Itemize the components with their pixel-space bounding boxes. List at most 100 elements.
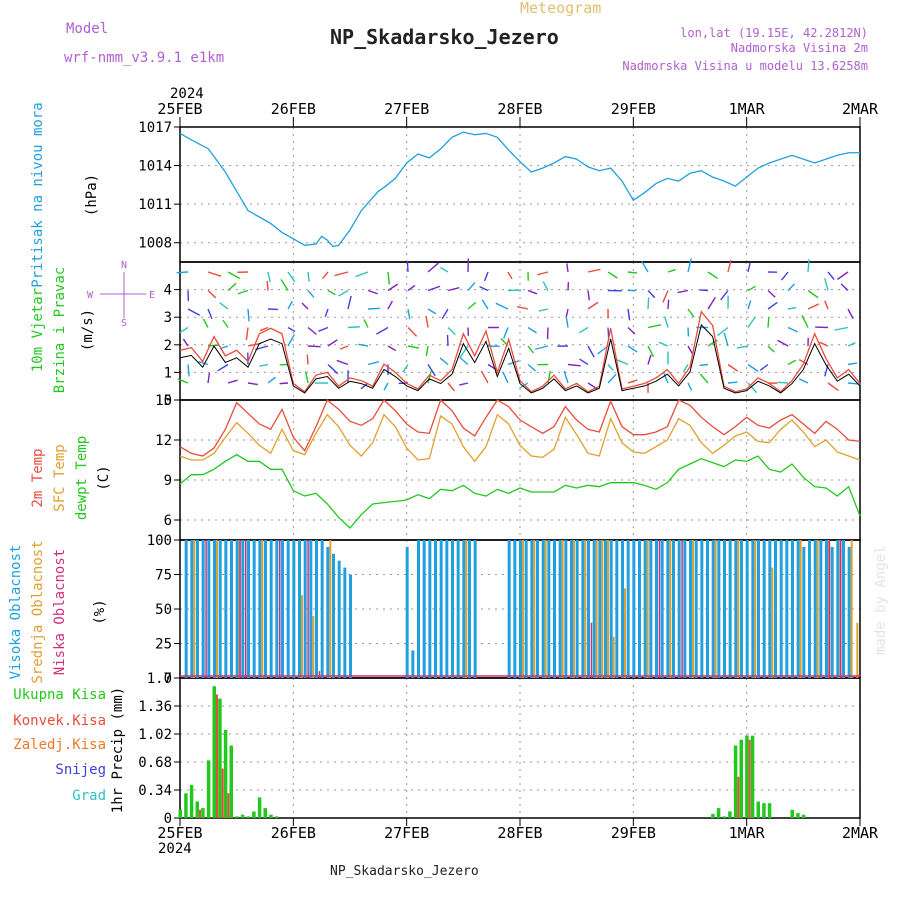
t2m-axis-title: 2m Temp: [30, 448, 46, 507]
total-precip-bar: [263, 808, 267, 818]
compass-north: N: [121, 260, 127, 271]
x-tick-label-bottom: 28FEB: [497, 824, 542, 842]
mid-cloud-bar: [646, 540, 649, 678]
wind-arrow: [607, 271, 618, 279]
series-line-t2m: [179, 310, 861, 393]
wind-arrow: [280, 278, 289, 291]
high-cloud-bar: [269, 540, 273, 678]
y-tick-label: 12: [155, 433, 172, 449]
wind-arrow: [747, 300, 752, 310]
wind-arrow: [267, 271, 271, 283]
wind-arrow: [367, 289, 378, 295]
high-cloud-bar: [768, 540, 772, 678]
wind-arrow: [307, 271, 310, 282]
wind-arrow: [179, 326, 189, 334]
wind-unit: (m/s): [80, 309, 96, 351]
wind-arrow: [441, 308, 449, 320]
mid-cloud-bar: [607, 540, 609, 678]
wind-arrow: [527, 363, 537, 372]
high-cloud-bar: [655, 540, 658, 678]
mid-cloud-bar: [816, 540, 819, 678]
wind-arrow: [407, 327, 418, 337]
high-cloud-bar: [802, 546, 806, 678]
model-label: Model: [66, 21, 108, 37]
high-cloud-bar: [405, 546, 409, 678]
wind-arrow: [658, 341, 669, 347]
wind-arrows: [176, 258, 861, 394]
x-tick-label-bottom: 1MAR: [729, 824, 766, 842]
wind-arrow: [402, 364, 409, 373]
high-cloud-bar: [462, 540, 466, 678]
wind-arrow: [527, 289, 538, 295]
conv-precip-bar: [221, 768, 224, 818]
high-cloud-bar: [519, 540, 522, 678]
high-cloud-bar: [473, 540, 477, 678]
high-cloud-bar: [513, 540, 517, 678]
high-cloud-bar: [632, 540, 636, 678]
wind-arrow: [677, 289, 689, 294]
low-cloud-bar: [840, 540, 842, 678]
wind-arrow: [182, 338, 189, 347]
high-cloud-bar: [207, 540, 211, 678]
high-cloud-bar: [184, 540, 188, 678]
high-cloud-bar: [706, 540, 709, 678]
mid-cloud-bar: [737, 540, 740, 678]
wind-arrow: [425, 345, 429, 357]
mid-cloud-bar: [329, 540, 332, 678]
total-precip-bar: [252, 811, 256, 818]
x-tick-label-bottom: 29FEB: [611, 824, 656, 842]
wind-arrow: [747, 262, 751, 273]
high-cloud-bar: [507, 540, 511, 678]
wind-arrow: [699, 373, 709, 384]
high-cloud-bar: [592, 540, 596, 678]
high-cloud-bar: [672, 540, 675, 678]
wind-arrow: [537, 271, 549, 276]
pressure-unit: (hPa): [84, 174, 100, 216]
precip-axis-title: 1hr Precip (mm): [110, 687, 126, 813]
wind-arrow: [759, 363, 769, 371]
high-cloud-bar: [230, 540, 233, 678]
wind-arrow: [222, 319, 229, 328]
wind-arrow: [327, 289, 336, 296]
conv-precip-bar: [216, 694, 218, 818]
mid-cloud-bar: [754, 540, 757, 678]
wind-arrow: [807, 303, 820, 310]
wind-arrow: [627, 326, 636, 335]
wind-arrow: [376, 326, 389, 335]
wind-arrow: [798, 378, 809, 384]
wind-arrow: [647, 345, 655, 358]
total-precip-bar: [762, 803, 766, 818]
y-tick-label: 3: [164, 310, 172, 326]
low-cloud-bar: [828, 540, 831, 678]
wind-arrow: [427, 262, 439, 273]
wind-arrow: [527, 345, 535, 354]
wind-arrow: [566, 263, 569, 273]
model-name: wrf-nmm_v3.9.1 e1km: [64, 50, 224, 66]
total-precip-bar: [206, 760, 211, 818]
high-cloud-bar: [456, 540, 460, 678]
mid-cloud-bar: [856, 622, 859, 678]
wind-arrow: [287, 300, 293, 310]
wind-arrow: [198, 360, 209, 366]
high-cloud-bar: [541, 540, 545, 678]
footer-station: NP_Skadarsko_Jezero: [330, 864, 479, 879]
precip-legend-item: Konvek.Kisa: [13, 713, 106, 729]
low-cloud-bar: [590, 622, 593, 678]
wind-arrow: [447, 287, 460, 292]
wind-arrow: [219, 302, 229, 310]
mid-cloud-bar: [584, 540, 587, 678]
wind-arrow: [824, 300, 829, 310]
y-tick-label: 0.68: [138, 755, 172, 771]
high-cloud-bar: [779, 540, 783, 678]
low-cloud-bar: [307, 540, 309, 678]
x-tick-label-bottom: 27FEB: [384, 824, 429, 842]
high-cloud-bar: [660, 540, 664, 678]
wind-arrow: [339, 345, 349, 350]
wind-arrow: [287, 334, 295, 347]
high-cloud-bar: [332, 553, 335, 678]
wind-arrow: [427, 285, 441, 292]
wind-arrow: [407, 308, 411, 320]
wind-arrow: [687, 308, 695, 318]
total-precip-bar: [790, 809, 794, 818]
wind-arrow: [587, 290, 590, 301]
